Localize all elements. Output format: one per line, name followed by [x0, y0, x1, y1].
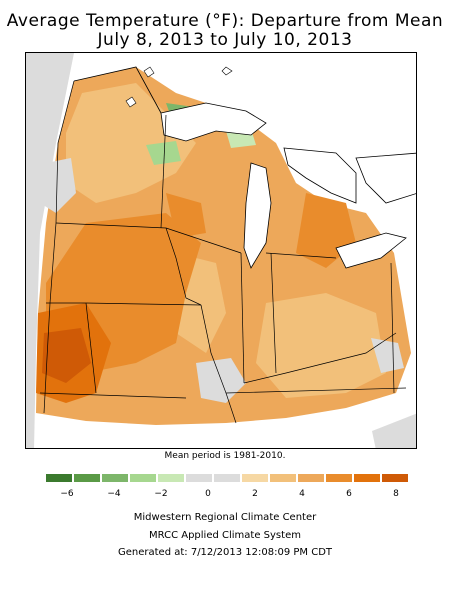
boundary-ohio-pennsylvania — [390, 262, 395, 394]
boundary-minnesota-wisconsin — [160, 114, 167, 229]
legend-tick-label: 0 — [205, 489, 211, 499]
map-title-line-2: July 8, 2013 to July 10, 2013 — [97, 30, 353, 50]
legend-swatch — [45, 473, 73, 483]
legend-swatch — [241, 473, 269, 483]
region-neutral-dakota — [40, 158, 76, 213]
footer-system-name: MRCC Applied Climate System — [149, 530, 301, 541]
island-north-2 — [221, 66, 233, 76]
legend-swatch — [297, 473, 325, 483]
legend-swatch — [101, 473, 129, 483]
boundary-ohio-river — [243, 332, 397, 384]
region-neutral-west-virginia — [371, 338, 404, 373]
georgian-bay-canada — [355, 152, 416, 204]
canada-region — [146, 53, 416, 222]
boundary-north-dakota-minnesota — [57, 80, 75, 144]
legend-tick-label: −2 — [154, 489, 168, 499]
boundary-iowa-missouri — [85, 302, 202, 306]
region-neutral-southeast — [372, 413, 416, 448]
legend-tick-label: −6 — [60, 489, 74, 499]
boundary-kentucky-tennessee — [225, 387, 407, 394]
legend-tick-label: 6 — [346, 489, 352, 499]
lake-huron — [283, 147, 357, 204]
footer-center-name: Midwestern Regional Climate Center — [133, 512, 317, 523]
map-canvas — [26, 53, 416, 448]
region-strong-wisconsin — [166, 193, 206, 238]
region-cool-superior-shore — [146, 141, 181, 165]
island-lake-1 — [125, 96, 137, 108]
legend-swatch — [269, 473, 297, 483]
outside-domain-west — [26, 53, 74, 448]
temperature-departure-map — [25, 52, 417, 449]
boundary-illinois-indiana — [240, 252, 245, 384]
state-boundaries — [39, 80, 407, 424]
legend-swatch — [185, 473, 213, 483]
lake-michigan — [243, 162, 272, 269]
legend-swatch — [73, 473, 101, 483]
boundary-wisconsin-illinois — [165, 227, 242, 254]
boundary-missouri-arkansas — [39, 392, 187, 399]
island-north-1 — [143, 66, 155, 78]
boundary-wisconsin-iowa-illinois — [165, 227, 202, 306]
legend-tick-label: −4 — [107, 489, 121, 499]
boundary-plains-west — [43, 142, 59, 414]
legend-tick-label: 2 — [252, 489, 258, 499]
legend-swatch — [213, 473, 241, 483]
boundary-indiana-ohio — [270, 252, 277, 374]
lake-erie — [335, 232, 407, 269]
legend-swatch — [381, 473, 409, 483]
lake-superior — [160, 102, 267, 142]
map-title-line-1: Average Temperature (°F): Departure from… — [6, 11, 444, 31]
legend-tick-label: 4 — [299, 489, 305, 499]
boundary-michigan-indiana-ohio — [265, 252, 337, 259]
region-light-ohio-valley — [256, 293, 386, 398]
legend-swatch — [157, 473, 185, 483]
legend-tick-label: 8 — [393, 489, 399, 499]
us-canada-border — [73, 66, 162, 114]
footer-generated-time: Generated at: 7/12/2013 12:08:09 PM CDT — [118, 547, 332, 558]
boundary-minnesota-iowa — [55, 222, 167, 229]
boundary-kansas-missouri — [85, 302, 97, 394]
boundary-mississippi-river — [200, 304, 237, 424]
legend-swatch — [129, 473, 157, 483]
legend-swatch — [353, 473, 381, 483]
legend-swatch — [325, 473, 353, 483]
region-strongest-kansas — [42, 328, 91, 383]
mean-period-note: Mean period is 1981-2010. — [164, 451, 286, 461]
